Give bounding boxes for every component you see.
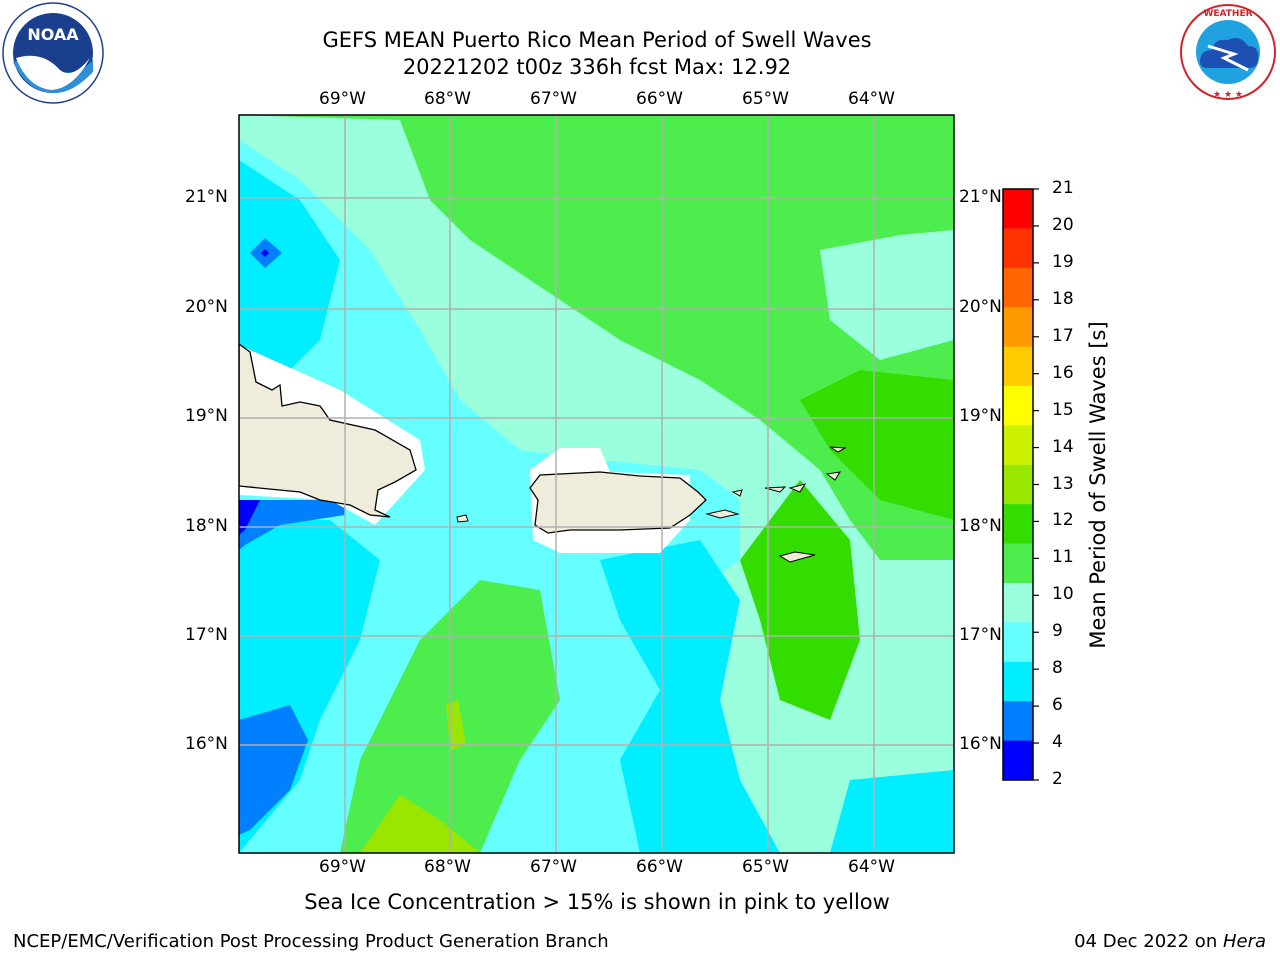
mona-island	[456, 514, 469, 523]
colorbar-tick-label: 15	[1052, 399, 1074, 420]
colorbar-tick-label: 4	[1052, 732, 1063, 753]
colorbar-tick-label: 6	[1052, 695, 1063, 716]
colorbar-segment	[1003, 583, 1033, 623]
colorbar-tick-label: 8	[1052, 658, 1063, 679]
lon-label-top: 64°W	[848, 89, 895, 109]
footer-credit: NCEP/EMC/Verification Post Processing Pr…	[13, 931, 609, 952]
contour-field	[239, 115, 954, 853]
hispaniola-land	[239, 343, 417, 518]
colorbar-tick-label: 10	[1052, 584, 1074, 605]
colorbar-segment	[1003, 228, 1033, 269]
contour-11-12-e	[800, 370, 954, 520]
colorbar-segment	[1003, 661, 1033, 702]
colorbar-segment	[1003, 425, 1033, 466]
colorbar-tick-label: 12	[1052, 510, 1074, 531]
svg-text:WEATHER: WEATHER	[1203, 9, 1252, 19]
colorbar-tick-label: 17	[1052, 325, 1074, 346]
colorbar-segment	[1003, 543, 1033, 584]
colorbar-tick-label: 14	[1052, 436, 1074, 457]
lon-label-bottom: 68°W	[424, 857, 471, 877]
colorbar-tick-label: 21	[1052, 178, 1074, 198]
map-frame	[238, 114, 955, 854]
colorbar-tick-label: 18	[1052, 288, 1074, 309]
colorbar-tick-label: 9	[1052, 621, 1063, 642]
contour-9-10-ne	[820, 230, 954, 360]
lat-label-left: 18°N	[185, 516, 228, 536]
lon-label-bottom: 69°W	[319, 857, 366, 877]
footer-date-text: 04 Dec 2022 on	[1074, 931, 1223, 952]
colorbar-tick-label: 13	[1052, 473, 1074, 494]
graticule	[239, 115, 954, 853]
colorbar-segment	[1003, 701, 1033, 742]
footer-host: Hera	[1222, 931, 1266, 952]
lon-label-top: 68°W	[424, 89, 471, 109]
lat-label-left: 20°N	[185, 297, 228, 317]
contour-6-8-s	[600, 540, 780, 853]
contour-4-6-sw	[239, 705, 308, 835]
colorbar-segment	[1003, 622, 1033, 663]
colorbar-tick-label: 2	[1052, 769, 1063, 789]
colorbar-tick-label: 20	[1052, 214, 1074, 235]
colorbar-segment	[1003, 740, 1033, 781]
colorbar-segment	[1003, 267, 1033, 308]
footer-date: 04 Dec 2022 on Hera	[1074, 931, 1266, 952]
contour-11-12-se	[740, 480, 860, 720]
contour-8-9	[239, 140, 760, 853]
lon-label-top: 67°W	[530, 89, 577, 109]
lon-label-bottom: 67°W	[530, 857, 577, 877]
colorbar-tick-label: 11	[1052, 547, 1074, 568]
lon-label-top: 65°W	[742, 89, 789, 109]
colorbar-segment	[1003, 346, 1033, 387]
noaa-logo: NOAA	[2, 2, 104, 104]
colorbar	[1002, 188, 1039, 781]
lat-label-right: 19°N	[959, 406, 1002, 426]
lat-label-right: 17°N	[959, 625, 1002, 645]
contour-6-8-nw	[239, 160, 340, 420]
lon-label-top: 69°W	[319, 89, 366, 109]
map-subtitle: 20221202 t00z 336h fcst Max: 12.92	[402, 55, 792, 79]
noaa-logo-text: NOAA	[27, 25, 79, 44]
colorbar-segment	[1003, 464, 1033, 505]
lat-label-left: 17°N	[185, 625, 228, 645]
lat-label-left: 19°N	[185, 406, 228, 426]
lat-label-right: 20°N	[959, 297, 1002, 317]
lat-label-left: 21°N	[185, 187, 228, 207]
colorbar-tick-label: 19	[1052, 251, 1074, 272]
lon-label-top: 66°W	[636, 89, 683, 109]
colorbar-segment	[1003, 307, 1033, 348]
map-title: GEFS MEAN Puerto Rico Mean Period of Swe…	[322, 28, 872, 52]
colorbar-segment	[1003, 386, 1033, 426]
lat-label-left: 16°N	[185, 734, 228, 754]
colorbar-segment	[1003, 504, 1033, 545]
lon-label-bottom: 66°W	[636, 857, 683, 877]
lon-label-bottom: 64°W	[848, 857, 895, 877]
sea-ice-note: Sea Ice Concentration > 15% is shown in …	[304, 890, 890, 914]
lat-label-right: 18°N	[959, 516, 1002, 536]
nws-logo: WEATHER ★ ★ ★	[1180, 4, 1276, 100]
lat-label-right: 16°N	[959, 734, 1002, 754]
contour-6-8-se	[830, 770, 954, 853]
colorbar-label: Mean Period of Swell Waves [s]	[1086, 321, 1110, 649]
colorbar-segment	[1003, 189, 1033, 229]
st-croix	[778, 551, 816, 563]
lat-label-right: 21°N	[959, 187, 1002, 207]
colorbar-tick-label: 16	[1052, 362, 1074, 383]
svg-text:★ ★ ★: ★ ★ ★	[1213, 90, 1243, 100]
contour-4-6-w	[239, 500, 345, 550]
lon-label-bottom: 65°W	[742, 857, 789, 877]
